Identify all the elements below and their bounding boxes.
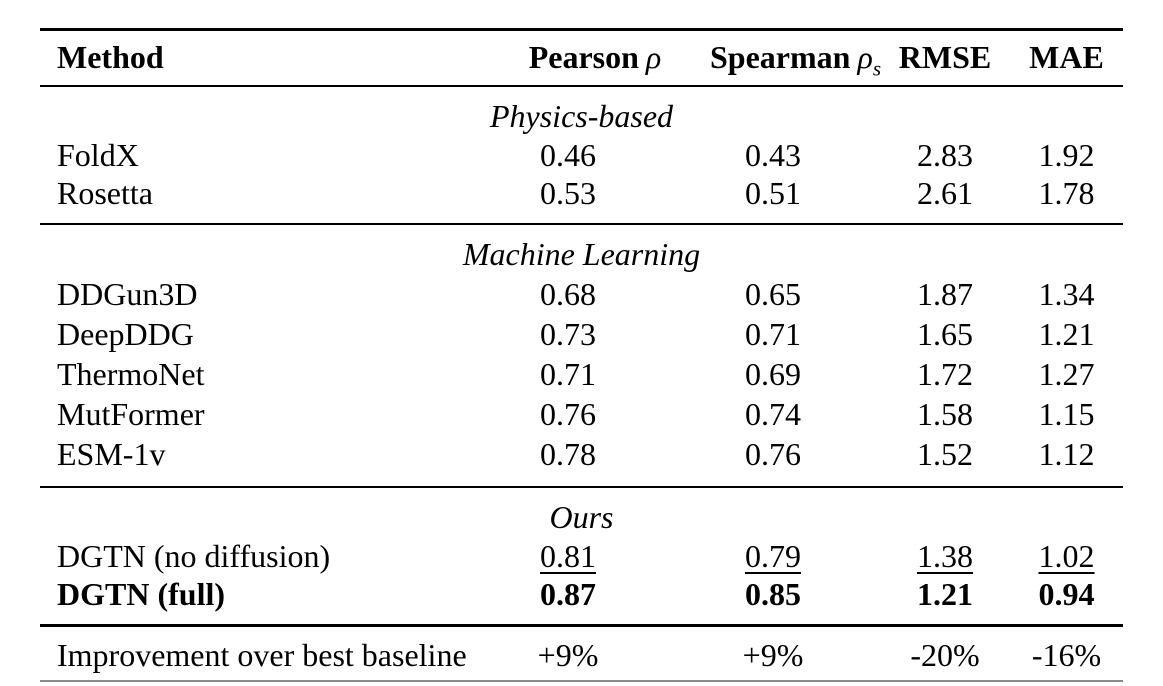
mae-cell: 1.78 [1038, 174, 1095, 211]
mae-cell: 1.12 [1038, 435, 1095, 472]
rmse-cell: 1.87 [917, 275, 973, 312]
pearson-cell: 0.87 [540, 575, 596, 612]
table-row: MutFormer 0.76 0.74 1.58 1.15 [40, 394, 1123, 434]
spearman-cell: 0.74 [745, 395, 801, 432]
rmse-cell: 1.65 [917, 315, 973, 352]
summary-section: Improvement over best baseline +9% +9% -… [40, 626, 1123, 682]
mae-improvement-cell: -16% [1031, 637, 1102, 673]
method-cell: DGTN (no diffusion) [57, 537, 331, 574]
mae-cell: 1.15 [1038, 395, 1095, 432]
table-row-second-best: DGTN (no diffusion) 0.81 0.79 1.38 1.02 [40, 537, 1123, 575]
method-cell: ThermoNet [57, 355, 205, 392]
table-row: DDGun3D 0.68 0.65 1.87 1.34 [40, 274, 1123, 314]
pearson-cell: 0.78 [540, 435, 596, 472]
section-title: Physics-based [489, 98, 674, 134]
pearson-label: Pearson [528, 39, 639, 75]
results-table: Method Pearson ρ Spearman ρs RMSE MAE Phys… [40, 28, 1123, 682]
section-machine-learning: Machine Learning DDGun3D 0.68 0.65 1.87 … [40, 224, 1123, 487]
section-title: Ours [549, 499, 614, 535]
method-cell: DeepDDG [57, 315, 194, 352]
method-cell: FoldX [57, 136, 139, 173]
pearson-cell: 0.73 [540, 315, 596, 352]
rmse-cell: 1.52 [917, 435, 973, 472]
mae-cell: 1.02 [1038, 537, 1095, 574]
mae-cell: 1.92 [1038, 136, 1095, 173]
mae-cell: 1.21 [1038, 315, 1095, 352]
rmse-cell: 1.21 [917, 575, 973, 612]
spearman-cell: 0.79 [745, 537, 801, 574]
rho-symbol: ρ [645, 39, 662, 75]
column-header-method: Method [57, 39, 164, 75]
table-row-best: DGTN (full) 0.87 0.85 1.21 0.94 [40, 575, 1123, 626]
column-header-mae: MAE [1029, 39, 1104, 75]
mae-cell: 1.34 [1038, 275, 1095, 312]
spearman-cell: 0.65 [745, 275, 801, 312]
section-title-row: Physics-based [40, 86, 1123, 136]
rmse-cell: 2.83 [917, 136, 973, 173]
method-cell: DGTN (full) [57, 575, 225, 612]
pearson-improvement-cell: +9% [537, 637, 599, 673]
pearson-cell: 0.46 [540, 136, 596, 173]
spearman-improvement-cell: +9% [742, 637, 804, 673]
rho-subscript: s [872, 56, 882, 81]
table-header: Method Pearson ρ Spearman ρs RMSE MAE [40, 30, 1123, 87]
section-ours: Ours DGTN (no diffusion) 0.81 0.79 1.38 … [40, 487, 1123, 626]
spearman-cell: 0.43 [745, 136, 801, 173]
section-physics-based: Physics-based FoldX 0.46 0.43 2.83 1.92 … [40, 86, 1123, 224]
method-cell: Rosetta [57, 174, 153, 211]
spearman-cell: 0.85 [745, 575, 801, 612]
pearson-cell: 0.81 [540, 537, 596, 574]
mae-cell: 1.27 [1038, 355, 1095, 392]
rmse-cell: 1.58 [917, 395, 973, 432]
section-title: Machine Learning [462, 236, 701, 272]
spearman-cell: 0.76 [745, 435, 801, 472]
rmse-cell: 2.61 [917, 174, 973, 211]
table-row: DeepDDG 0.73 0.71 1.65 1.21 [40, 314, 1123, 354]
pearson-cell: 0.71 [540, 355, 596, 392]
rmse-cell: 1.38 [917, 537, 973, 574]
spearman-cell: 0.71 [745, 315, 801, 352]
section-title-row: Machine Learning [40, 224, 1123, 274]
spearman-label: Spearman [710, 39, 851, 75]
pearson-cell: 0.76 [540, 395, 596, 432]
summary-row: Improvement over best baseline +9% +9% -… [40, 626, 1123, 682]
table-row: FoldX 0.46 0.43 2.83 1.92 [40, 136, 1123, 174]
header-row: Method Pearson ρ Spearman ρs RMSE MAE [40, 30, 1123, 87]
method-cell: ESM-1v [57, 435, 166, 472]
table-row: Rosetta 0.53 0.51 2.61 1.78 [40, 174, 1123, 224]
column-header-spearman: Spearman ρs [710, 30, 882, 87]
method-cell: DDGun3D [57, 275, 198, 312]
table-row: ThermoNet 0.71 0.69 1.72 1.27 [40, 354, 1123, 394]
method-cell: MutFormer [57, 395, 205, 432]
mae-cell: 0.94 [1038, 575, 1095, 612]
rmse-cell: 1.72 [917, 355, 973, 392]
pearson-cell: 0.68 [540, 275, 596, 312]
section-title-row: Ours [40, 487, 1123, 537]
rho-s-symbol: ρs [857, 39, 882, 81]
column-header-rmse: RMSE [898, 39, 992, 75]
spearman-cell: 0.51 [745, 174, 801, 211]
column-header-pearson: Pearson ρ [480, 30, 710, 87]
summary-label: Improvement over best baseline [57, 637, 467, 673]
table-row: ESM-1v 0.78 0.76 1.52 1.12 [40, 434, 1123, 487]
rmse-improvement-cell: -20% [910, 637, 980, 673]
pearson-cell: 0.53 [540, 174, 596, 211]
results-table-container: Method Pearson ρ Spearman ρs RMSE MAE Phys… [40, 28, 1123, 682]
spearman-cell: 0.69 [745, 355, 801, 392]
